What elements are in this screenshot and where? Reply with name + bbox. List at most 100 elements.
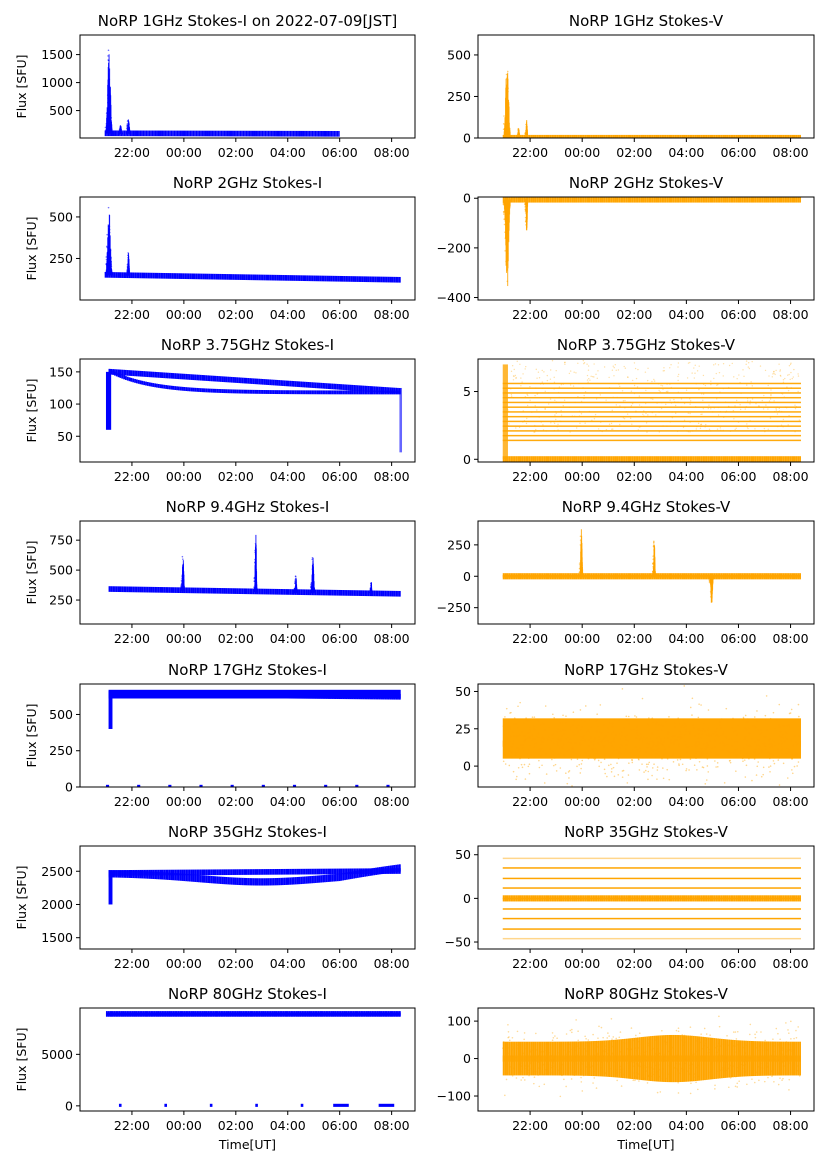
data-band — [375, 386, 377, 393]
data-band — [320, 130, 323, 137]
data-band — [126, 870, 129, 878]
data-band — [236, 377, 239, 383]
data-point — [646, 379, 649, 382]
data-band — [289, 877, 292, 885]
data-point — [619, 405, 621, 407]
data-point — [705, 430, 708, 432]
data-point — [528, 763, 531, 766]
data-band — [250, 378, 253, 384]
data-point — [753, 716, 756, 718]
data-band — [293, 275, 296, 281]
data-band — [232, 869, 235, 875]
data-band — [206, 130, 208, 137]
data-point — [562, 754, 565, 756]
data-band — [273, 130, 276, 137]
data-point — [720, 734, 722, 737]
data-point — [613, 375, 615, 377]
data-point — [656, 402, 658, 404]
data-point — [684, 730, 687, 732]
data-band — [252, 869, 255, 875]
data-point — [643, 415, 645, 417]
data-point — [507, 103, 510, 106]
data-band — [164, 130, 167, 137]
data-band — [661, 197, 664, 203]
data-point — [626, 376, 629, 378]
data-point — [312, 580, 315, 583]
data-point — [529, 399, 531, 402]
data-band — [528, 134, 531, 138]
data-point — [526, 203, 528, 206]
data-point — [663, 740, 666, 743]
data-point — [778, 407, 781, 410]
x-tick-label: 02:00 — [218, 307, 254, 322]
data-point — [746, 423, 748, 425]
data-band — [238, 377, 241, 384]
data-point — [665, 390, 668, 393]
data-point — [648, 717, 650, 719]
data-band — [718, 456, 721, 462]
data-point — [619, 385, 621, 388]
data-point — [683, 756, 685, 759]
data-band — [201, 587, 204, 594]
data-band — [746, 456, 749, 462]
data-band — [170, 872, 173, 881]
data-band — [154, 383, 157, 388]
x-tick-label: 00:00 — [166, 469, 202, 484]
data-band — [307, 589, 310, 596]
data-band — [356, 276, 359, 282]
data-point — [593, 743, 595, 746]
data-point — [710, 408, 712, 410]
data-band — [367, 276, 370, 283]
data-point — [797, 742, 800, 745]
data-point — [580, 413, 583, 415]
subplot-title: NoRP 9.4GHz Stokes-I — [166, 498, 330, 516]
data-band — [668, 134, 671, 138]
data-band — [728, 456, 731, 462]
data-point — [636, 737, 639, 740]
data-band — [387, 276, 390, 283]
data-band — [325, 390, 328, 395]
data-band — [254, 378, 257, 385]
data-band — [356, 390, 359, 395]
data-band — [254, 274, 257, 281]
data-band — [640, 134, 643, 138]
data-point — [573, 415, 576, 418]
data-point — [755, 402, 757, 405]
data-band — [212, 375, 215, 382]
data-band — [707, 456, 710, 462]
data-band — [526, 456, 529, 462]
data-point — [751, 385, 753, 387]
y-tick-label: 25 — [455, 721, 471, 736]
data-point — [547, 736, 550, 738]
data-band — [595, 134, 598, 138]
data-band — [799, 134, 801, 138]
data-point — [786, 386, 788, 388]
data-point — [683, 722, 686, 725]
data-point — [672, 741, 675, 743]
data-point — [685, 751, 688, 753]
data-band — [219, 869, 222, 876]
data-point — [506, 215, 508, 217]
data-band — [252, 389, 255, 394]
data-point — [568, 406, 571, 408]
data-point — [636, 386, 639, 388]
data-band — [597, 456, 600, 462]
data-band — [374, 276, 377, 283]
data-point — [605, 735, 607, 737]
data-point — [535, 428, 537, 431]
data-point — [700, 423, 703, 426]
data-band — [285, 390, 288, 395]
data-band — [586, 456, 589, 462]
data-band — [386, 590, 388, 597]
data-band — [720, 134, 723, 138]
data-point — [695, 750, 698, 753]
data-point — [508, 201, 511, 203]
data-point — [660, 384, 662, 386]
data-point — [612, 749, 615, 752]
data-point — [556, 741, 559, 744]
x-tick-label: 08:00 — [374, 794, 410, 809]
data-point — [553, 757, 556, 759]
data-band — [265, 878, 268, 886]
data-point — [108, 78, 111, 80]
data-point — [533, 756, 535, 759]
